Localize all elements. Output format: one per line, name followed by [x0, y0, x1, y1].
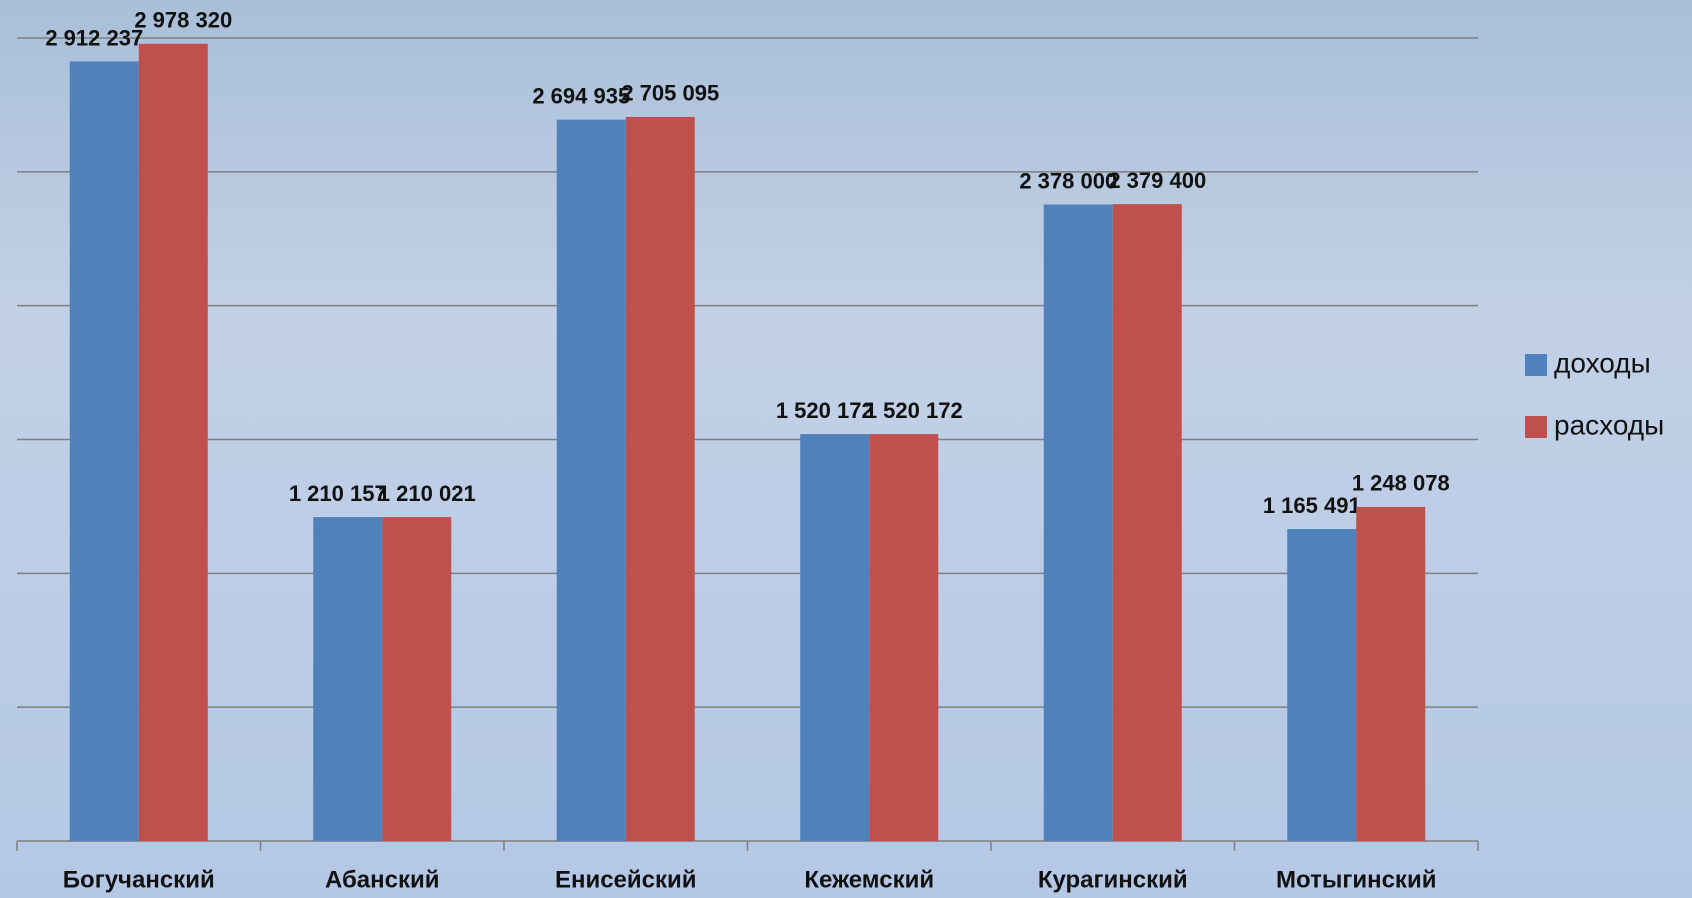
bar: [625, 116, 695, 842]
legend-swatch: [1525, 416, 1547, 438]
value-label: 1 520 172: [776, 398, 874, 423]
bar: [313, 517, 383, 841]
value-label: 2 379 400: [1108, 168, 1206, 193]
value-label: 1 210 021: [378, 481, 476, 506]
bar: [869, 434, 939, 841]
x-tick-label: Енисейский: [555, 866, 697, 893]
x-tick-label: Мотыгинский: [1276, 866, 1436, 893]
bar: [138, 43, 208, 841]
value-label: 1 165 491: [1263, 493, 1361, 518]
x-tick-label: Абанский: [325, 866, 440, 893]
bar: [556, 119, 626, 841]
value-label: 2 912 237: [45, 25, 143, 50]
bar: [1043, 204, 1113, 842]
bar: [800, 434, 870, 841]
legend-swatch: [1525, 354, 1547, 376]
bar: [69, 61, 139, 842]
legend-label: расходы: [1554, 409, 1664, 440]
value-label: 1 520 172: [865, 398, 963, 423]
bar: [1356, 506, 1426, 841]
value-label: 2 978 320: [134, 8, 232, 33]
value-label: 2 378 000: [1019, 168, 1117, 193]
value-label: 1 210 157: [289, 481, 387, 506]
x-tick-label: Кежемский: [804, 866, 934, 893]
value-label: 2 694 935: [532, 83, 630, 108]
x-tick-label: Богучанский: [63, 866, 215, 893]
legend-label: доходы: [1554, 347, 1651, 378]
value-label: 2 705 095: [621, 81, 719, 106]
bar: [1112, 204, 1182, 841]
bar: [1287, 529, 1357, 841]
x-tick-label: Курагинский: [1038, 866, 1188, 893]
bar: [382, 517, 452, 841]
value-label: 1 248 078: [1352, 471, 1450, 496]
